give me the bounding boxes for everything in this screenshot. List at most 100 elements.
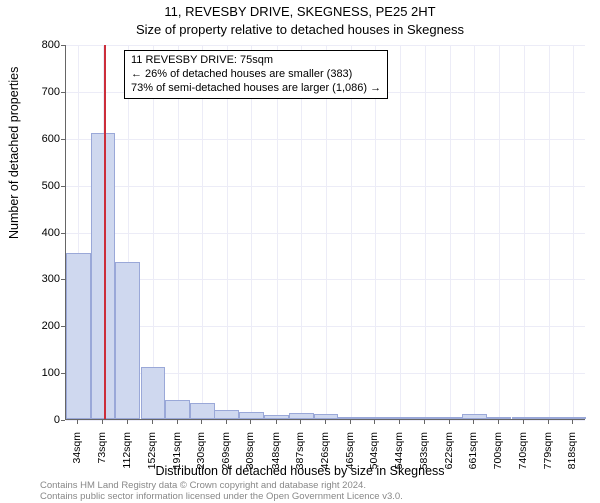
x-tick-label: 779sqm	[542, 432, 554, 482]
gridline-v	[326, 45, 327, 419]
y-tick	[61, 373, 65, 374]
x-tick-label: 387sqm	[294, 432, 306, 482]
x-tick	[374, 420, 375, 424]
histogram-bar	[388, 417, 413, 419]
histogram-bar	[363, 417, 388, 419]
annotation-box: 11 REVESBY DRIVE: 75sqm ← 26% of detache…	[124, 50, 388, 99]
gridline-v	[573, 45, 574, 419]
annotation-line3: 73% of semi-detached houses are larger (…	[131, 82, 381, 96]
x-tick	[77, 420, 78, 424]
x-tick	[177, 420, 178, 424]
gridline-v	[499, 45, 500, 419]
x-tick-label: 426sqm	[319, 432, 331, 482]
title-sub: Size of property relative to detached ho…	[0, 22, 600, 37]
histogram-bar	[338, 417, 363, 419]
y-tick-label: 600	[10, 133, 60, 145]
y-tick-label: 400	[10, 227, 60, 239]
gridline-v	[251, 45, 252, 419]
x-tick	[250, 420, 251, 424]
histogram-bar	[437, 417, 462, 419]
gridline-v	[277, 45, 278, 419]
gridline-v	[153, 45, 154, 419]
gridline-v	[400, 45, 401, 419]
x-tick	[449, 420, 450, 424]
y-tick-label: 700	[10, 86, 60, 98]
gridline-v	[375, 45, 376, 419]
y-tick-label: 100	[10, 367, 60, 379]
y-tick-label: 300	[10, 273, 60, 285]
annotation-line1: 11 REVESBY DRIVE: 75sqm	[131, 54, 381, 68]
chart-plot-area	[65, 45, 585, 420]
y-tick-label: 0	[10, 414, 60, 426]
x-tick-label: 112sqm	[121, 432, 133, 482]
y-tick	[61, 233, 65, 234]
gridline-v	[178, 45, 179, 419]
y-tick	[61, 326, 65, 327]
x-tick-label: 583sqm	[418, 432, 430, 482]
x-tick	[523, 420, 524, 424]
x-tick-label: 818sqm	[566, 432, 578, 482]
x-tick-label: 700sqm	[492, 432, 504, 482]
histogram-bar	[289, 413, 314, 419]
histogram-bar	[91, 133, 116, 419]
y-tick	[61, 45, 65, 46]
property-marker-line	[104, 45, 106, 419]
x-tick-label: 308sqm	[244, 432, 256, 482]
x-tick	[226, 420, 227, 424]
histogram-bar	[141, 367, 166, 419]
y-tick	[61, 92, 65, 93]
x-tick	[201, 420, 202, 424]
title-main: 11, REVESBY DRIVE, SKEGNESS, PE25 2HT	[0, 4, 600, 19]
gridline-v	[202, 45, 203, 419]
x-tick	[548, 420, 549, 424]
y-tick-label: 800	[10, 39, 60, 51]
x-tick	[152, 420, 153, 424]
histogram-bar	[239, 412, 264, 419]
gridline-v	[301, 45, 302, 419]
x-tick-label: 191sqm	[171, 432, 183, 482]
histogram-bar	[165, 400, 190, 419]
y-tick-label: 500	[10, 180, 60, 192]
x-tick	[399, 420, 400, 424]
histogram-bar	[512, 417, 537, 419]
histogram-bar	[413, 417, 438, 419]
gridline-v	[425, 45, 426, 419]
annotation-line2: ← 26% of detached houses are smaller (38…	[131, 68, 381, 82]
x-tick	[102, 420, 103, 424]
x-tick	[498, 420, 499, 424]
histogram-bar	[190, 403, 215, 419]
y-tick	[61, 186, 65, 187]
footer-line2: Contains public sector information licen…	[40, 492, 403, 503]
y-tick	[61, 279, 65, 280]
x-tick	[424, 420, 425, 424]
gridline-v	[351, 45, 352, 419]
y-tick	[61, 420, 65, 421]
x-tick	[572, 420, 573, 424]
y-tick	[61, 139, 65, 140]
x-tick	[300, 420, 301, 424]
x-tick-label: 269sqm	[220, 432, 232, 482]
x-tick-label: 740sqm	[517, 432, 529, 482]
gridline-v	[474, 45, 475, 419]
histogram-bar	[561, 417, 586, 419]
gridline-v	[549, 45, 550, 419]
x-tick	[276, 420, 277, 424]
x-tick-label: 622sqm	[443, 432, 455, 482]
histogram-bar	[214, 410, 239, 419]
gridline-v	[450, 45, 451, 419]
x-tick-label: 348sqm	[270, 432, 282, 482]
x-tick-label: 152sqm	[146, 432, 158, 482]
x-tick-label: 230sqm	[195, 432, 207, 482]
y-tick-label: 200	[10, 320, 60, 332]
x-tick-label: 73sqm	[96, 432, 108, 482]
histogram-bar	[66, 253, 91, 419]
histogram-bar	[462, 414, 487, 419]
x-tick-label: 544sqm	[393, 432, 405, 482]
x-tick	[325, 420, 326, 424]
histogram-bar	[264, 415, 289, 419]
histogram-bar	[487, 417, 512, 419]
x-tick-label: 504sqm	[368, 432, 380, 482]
x-tick-label: 34sqm	[71, 432, 83, 482]
x-tick-label: 465sqm	[344, 432, 356, 482]
x-tick	[350, 420, 351, 424]
